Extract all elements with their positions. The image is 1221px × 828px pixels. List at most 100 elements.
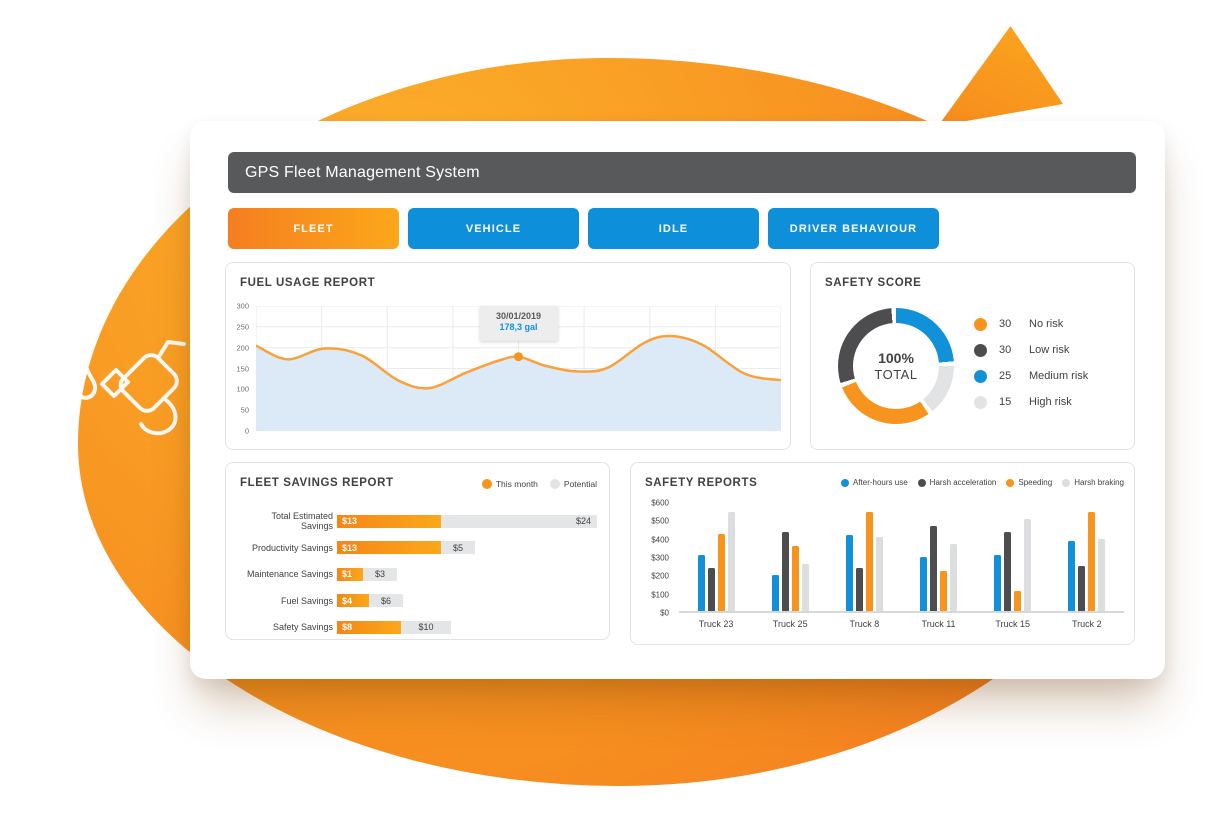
legend-item: This month: [481, 479, 538, 489]
panel-title: SAFETY REPORTS: [645, 477, 758, 489]
bar: [950, 544, 958, 611]
x-tick-label: Truck 23: [698, 619, 734, 629]
bar: [930, 526, 938, 611]
bar: [865, 512, 873, 611]
tooltip-value: 178,3 gal: [499, 321, 538, 332]
bar-group: [845, 503, 883, 611]
y-tick-label: $500: [651, 516, 669, 526]
savings-bar: $13 $5: [337, 541, 597, 555]
potential-bar: $5: [441, 541, 475, 555]
savings-bar: $1 $3: [337, 567, 597, 581]
x-tick-label: Truck 11: [921, 619, 956, 629]
legend-label: Harsh acceleration: [929, 478, 997, 487]
x-tick-label: Truck 25: [772, 619, 808, 629]
legend-item: 30 Low risk: [974, 337, 1088, 363]
savings-row: Productivity Savings $13 $5: [238, 535, 597, 562]
bar: [727, 512, 735, 611]
savings-row-label: Fuel Savings: [280, 595, 333, 606]
legend-value: 30: [999, 318, 1012, 330]
bar-group: [920, 503, 958, 611]
y-tick-label: $400: [651, 535, 669, 545]
y-tick-label: 300: [236, 301, 249, 311]
this-month-bar: $8: [337, 620, 401, 634]
savings-row-label: Productivity Savings: [251, 542, 333, 553]
legend-dot: [974, 369, 987, 383]
tab-idle[interactable]: IDLE: [588, 208, 759, 249]
legend-item: 15 High risk: [974, 389, 1088, 415]
bar: [845, 535, 853, 611]
bar: [940, 571, 948, 611]
legend-dot: [1006, 478, 1015, 487]
legend-dot: [481, 479, 492, 489]
bar: [1014, 591, 1022, 611]
y-tick-label: $0: [660, 608, 669, 618]
bar: [791, 546, 799, 611]
y-tick-label: $200: [651, 571, 669, 581]
bar: [801, 564, 809, 611]
fuel-area: [256, 335, 781, 431]
legend-label: Speeding: [1018, 478, 1053, 487]
safety-reports-bar-chart: [679, 503, 1124, 613]
bar: [994, 555, 1002, 611]
potential-bar: $24: [441, 514, 597, 528]
panel-title: FLEET SAVINGS REPORT: [240, 477, 394, 489]
savings-row-label: Total Estimated Savings: [271, 511, 333, 532]
safety-score-donut-chart: 100% TOTAL: [838, 308, 954, 424]
bar: [875, 537, 883, 611]
bar: [920, 557, 928, 611]
legend-label: High risk: [1029, 396, 1072, 408]
panel-title: SAFETY SCORE: [825, 277, 922, 289]
this-month-bar: $1: [337, 567, 363, 581]
bar-group: [771, 503, 809, 611]
this-month-bar: $13: [337, 541, 441, 555]
y-tick-label: $100: [651, 590, 669, 600]
tab-driver-behaviour[interactable]: DRIVER BEHAVIOUR: [768, 208, 939, 249]
bar: [1024, 519, 1032, 611]
legend-dot: [917, 478, 926, 487]
savings-row: Fuel Savings $4 $6: [238, 588, 597, 615]
bar: [1004, 531, 1012, 611]
legend-item: 30 No risk: [974, 311, 1088, 337]
panel-title: FUEL USAGE REPORT: [240, 277, 376, 289]
y-tick-label: 150: [236, 364, 249, 373]
safety-reports-panel: SAFETY REPORTS After-hours use Harsh acce…: [630, 462, 1135, 645]
y-tick-label: 0: [244, 426, 249, 436]
donut-center-value: 100%: [878, 350, 914, 366]
tab-fleet[interactable]: FLEET: [228, 208, 399, 249]
safety-score-panel: SAFETY SCORE 100% TOTAL 30 No risk 30 Low r…: [810, 262, 1135, 450]
x-tick-label: Truck 15: [995, 619, 1031, 629]
bar: [717, 533, 725, 611]
savings-bar: $4 $6: [337, 594, 597, 608]
fuel-nozzle-icon: [74, 340, 186, 436]
tooltip-date: 30/01/2019: [495, 310, 542, 321]
bar: [855, 567, 863, 611]
y-tick-label: $600: [651, 498, 669, 508]
this-month-bar: $13: [337, 514, 441, 528]
fuel-usage-panel: FUEL USAGE REPORT 300 250 200 150 100 50 0 30/…: [225, 262, 791, 450]
legend-item: Speeding: [1006, 478, 1052, 487]
orange-blob-tail: [938, 26, 1063, 126]
safety-score-legend: 30 No risk 30 Low risk 25 Medium risk 15 High r…: [974, 311, 1088, 415]
potential-bar: $3: [363, 567, 397, 581]
fleet-savings-legend: This month Potential: [481, 479, 597, 489]
savings-row-label: Safety Savings: [272, 622, 333, 633]
legend-label: Potential: [563, 479, 597, 489]
y-tick-label: 50: [240, 405, 249, 415]
bar-group: [1068, 503, 1106, 611]
savings-row: Total Estimated Savings $13 $24: [238, 508, 597, 535]
legend-label: No risk: [1029, 318, 1064, 330]
tab-vehicle[interactable]: VEHICLE: [408, 208, 579, 249]
safety-reports-y-axis: $600 $500 $400 $300 $200 $100 $0: [639, 499, 673, 618]
bar: [1068, 540, 1076, 611]
this-month-bar: $4: [337, 594, 369, 608]
chart-tooltip: 30/01/2019 178,3 gal: [479, 305, 558, 341]
savings-bar: $13 $24: [337, 514, 597, 528]
legend-item: After-hours use: [840, 478, 908, 487]
x-tick-label: Truck 8: [849, 619, 880, 629]
legend-dot: [1062, 478, 1071, 487]
legend-label: This month: [495, 479, 538, 489]
legend-dot: [974, 317, 987, 331]
bar: [697, 555, 705, 611]
legend-value: 30: [999, 344, 1012, 356]
